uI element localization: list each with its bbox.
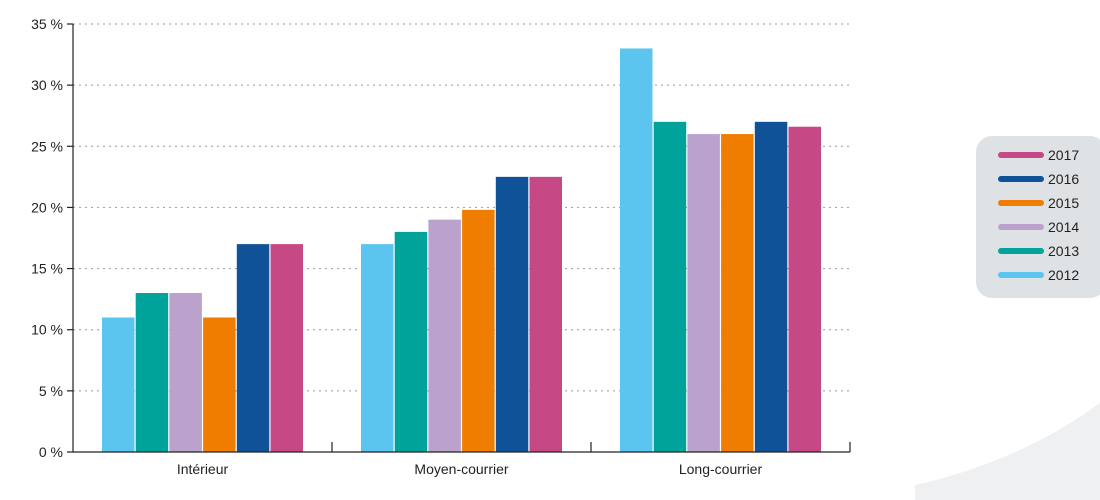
x-tick-label: Long-courrier — [679, 461, 763, 477]
legend-swatch — [998, 176, 1044, 182]
bar-2015-2 — [462, 209, 495, 452]
bar-chart: 0 % 5 % 10 % 15 % 20 % 25 % 30 % 35 % Intérieur… — [31, 16, 851, 477]
bar-2016-2 — [495, 176, 529, 452]
bar-2014-2 — [428, 219, 461, 452]
bar-2013-2 — [394, 231, 428, 452]
legend-item-2016: 2016 — [998, 169, 1079, 189]
y-tick-label: 30 % — [31, 77, 63, 93]
y-tick-label: 25 % — [31, 138, 63, 154]
legend-swatch — [998, 248, 1044, 254]
y-tick-label: 5 % — [39, 383, 63, 399]
bar-2013-3 — [653, 121, 687, 452]
bar-2016-3 — [754, 121, 788, 452]
bar-2017-2 — [529, 176, 562, 452]
bar-2015-3 — [721, 134, 754, 453]
bar-2012-1 — [102, 317, 135, 452]
x-tick-label: Moyen-courrier — [414, 461, 508, 477]
bar-2014-1 — [169, 293, 202, 452]
legend-label: 2015 — [1048, 195, 1080, 211]
bar-2017-3 — [788, 126, 821, 452]
legend-swatch — [998, 272, 1044, 278]
legend-item-2017: 2017 — [998, 145, 1079, 165]
bar-2012-3 — [620, 48, 653, 452]
legend-item-2013: 2013 — [998, 241, 1079, 261]
legend-item-2015: 2015 — [998, 193, 1079, 213]
bar-2015-1 — [203, 317, 236, 452]
x-tick-label: Intérieur — [177, 461, 229, 477]
y-tick-labels: 0 % 5 % 10 % 15 % 20 % 25 % 30 % 35 % — [31, 16, 63, 460]
bar-2017-1 — [270, 244, 303, 452]
legend-item-2014: 2014 — [998, 217, 1079, 237]
legend-label: 2014 — [1048, 219, 1080, 235]
x-tick-labels: Intérieur Moyen-courrier Long-courrier — [177, 461, 763, 477]
legend-label: 2016 — [1048, 171, 1080, 187]
decorative-swoosh — [915, 402, 1100, 500]
y-tick-label: 10 % — [31, 322, 63, 338]
bars — [102, 48, 821, 453]
axes — [67, 23, 851, 453]
bar-2013-1 — [135, 293, 169, 452]
legend-label: 2013 — [1048, 243, 1080, 259]
legend-swatch — [998, 200, 1044, 206]
bar-2016-1 — [236, 244, 270, 452]
legend-label: 2017 — [1048, 147, 1080, 163]
bar-2012-2 — [361, 244, 394, 452]
legend-item-2012: 2012 — [998, 265, 1079, 285]
bar-2014-3 — [687, 134, 720, 453]
legend-swatch — [998, 224, 1044, 230]
y-tick-label: 20 % — [31, 199, 63, 215]
legend-label: 2012 — [1048, 267, 1080, 283]
y-tick-label: 15 % — [31, 261, 63, 277]
legend-swatch — [998, 152, 1044, 158]
legend — [976, 136, 1100, 298]
y-tick-label: 35 % — [31, 16, 63, 32]
y-tick-label: 0 % — [39, 444, 63, 460]
